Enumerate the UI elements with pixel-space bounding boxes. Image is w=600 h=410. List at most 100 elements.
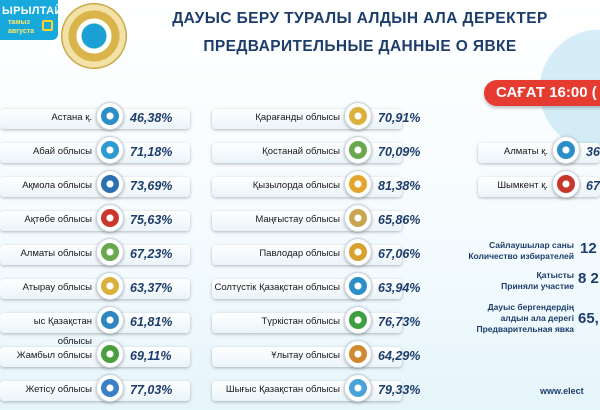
region-turnout: 67,23% [130,247,173,261]
region-emblem-icon [344,374,372,402]
region-name: Алматы қ. [503,146,548,157]
region-row: Түркістан облысы 76,73% [212,306,420,334]
region-bar [0,279,190,299]
region-row: Шымкент қ. 67 [478,170,600,198]
region-bar [0,313,190,333]
page-title-ru: ПРЕДВАРИТЕЛЬНЫЕ ДАННЫЕ О ЯВКЕ [203,38,517,55]
region-emblem-icon [96,340,124,368]
turnout-label-ru: Предварительная явка [476,324,574,334]
region-row: Астана қ. 46,38% [0,102,190,130]
region-turnout: 81,38% [378,179,421,193]
region-row: Жетісу облысы 77,03% [0,374,190,402]
region-row: Абай облысы 71,18% [0,136,190,164]
region-turnout: 69,11% [130,349,172,363]
region-name: Қостанай облысы [262,146,340,157]
region-row: Қызылорда облысы 81,38% [212,170,420,198]
logo-text: ЫРЫЛТАЙ [2,5,63,17]
region-turnout: 63,94% [378,281,421,295]
region-name: Шығыс Қазақстан облысы [225,384,340,395]
participated-value: 8 2 [578,270,599,287]
region-turnout: 70,09% [378,145,421,159]
region-name: Солтүстік Қазақстан облысы [214,282,340,293]
region-bar [0,211,190,231]
region-turnout: 61,81% [130,315,173,329]
region-emblem-icon [344,306,372,334]
region-turnout: 77,03% [130,383,173,397]
region-row: Шығыс Қазақстан облысы 79,33% [212,374,420,402]
checkbox-icon [42,20,53,31]
region-row: Қарағанды облысы 70,91% [212,102,420,130]
region-emblem-icon [96,374,124,402]
region-bar [0,143,190,163]
region-turnout: 67,06% [378,247,421,261]
region-turnout: 73,69% [130,179,173,193]
region-name: Ақтөбе облысы [24,214,92,225]
region-emblem-icon [96,238,124,266]
region-row: Қостанай облысы 70,09% [212,136,420,164]
region-row: Жамбыл облысы 69,11% [0,340,190,368]
region-emblem-icon [552,170,580,198]
region-name: Қызылорда облысы [252,180,340,191]
region-emblem-icon [344,170,372,198]
region-emblem-icon [552,136,580,164]
region-turnout: 70,91% [378,111,421,125]
region-turnout: 63,37% [130,281,173,295]
region-emblem-icon [96,204,124,232]
region-turnout: 64,29% [378,349,421,363]
region-turnout: 36 [586,145,600,159]
turnout-label-kk-2: алдын ала дерегі [500,313,574,323]
region-bar [0,109,190,129]
logo-date-ru: августа [8,28,35,35]
region-name: Атырау облысы [22,282,92,293]
region-emblem-icon [344,272,372,300]
participated-label-kk: Қатысты [536,270,575,280]
region-emblem-icon [344,204,372,232]
region-row: Ақтөбе облысы 75,63% [0,204,190,232]
region-name: Түркістан облысы [261,316,340,327]
voters-label-kk: Сайлаушылар саны [488,240,574,250]
region-bar [0,347,190,367]
region-turnout: 46,38% [130,111,173,125]
region-name: Ұлытау облысы [271,350,340,361]
region-turnout: 79,33% [378,383,421,397]
region-row: Алматы қ. 36 [478,136,600,164]
region-row: Ақмола облысы 73,69% [0,170,190,198]
region-bar [0,177,190,197]
region-turnout: 75,63% [130,213,173,227]
region-row: Ұлытау облысы 64,29% [212,340,420,368]
region-turnout: 65,86% [378,213,421,227]
region-row: Маңғыстау облысы 65,86% [212,204,420,232]
region-emblem-icon [96,136,124,164]
region-emblem-icon [96,306,124,334]
turnout-label: Дауыс бергендердің алдын ала дерегі Пред… [430,302,574,335]
participated-label: Қатысты Приняли участие [430,270,574,292]
region-name: Астана қ. [51,112,92,123]
region-name: Шымкент қ. [497,180,548,191]
election-commission-emblem-icon [62,4,126,68]
region-name: ыс Қазақстан облысы [33,316,92,347]
region-turnout: 76,73% [378,315,421,329]
region-name: Қарағанды облысы [255,112,340,123]
region-turnout: 67 [586,179,600,193]
voters-value: 12 [580,240,597,257]
voters-label-ru: Количество избирателей [468,251,574,261]
region-name: Алматы облысы [20,248,92,259]
region-row: Солтүстік Қазақстан облысы 63,94% [212,272,420,300]
participated-label-ru: Приняли участие [501,281,574,291]
region-emblem-icon [96,272,124,300]
region-emblem-icon [344,340,372,368]
region-emblem-icon [96,102,124,130]
region-row: Атырау облысы 63,37% [0,272,190,300]
logo-date-kk: тамыз [8,19,30,26]
region-row: Павлодар облысы 67,06% [212,238,420,266]
turnout-value: 65, [578,310,599,327]
region-emblem-icon [344,102,372,130]
footer-url: www.elect [540,386,584,396]
region-bar [0,381,190,401]
region-row: Алматы облысы 67,23% [0,238,190,266]
region-name: Жамбыл облысы [16,350,92,361]
turnout-label-kk-1: Дауыс бергендердің [487,302,574,312]
region-emblem-icon [344,238,372,266]
voters-label: Сайлаушылар саны Количество избирателей [430,240,574,262]
